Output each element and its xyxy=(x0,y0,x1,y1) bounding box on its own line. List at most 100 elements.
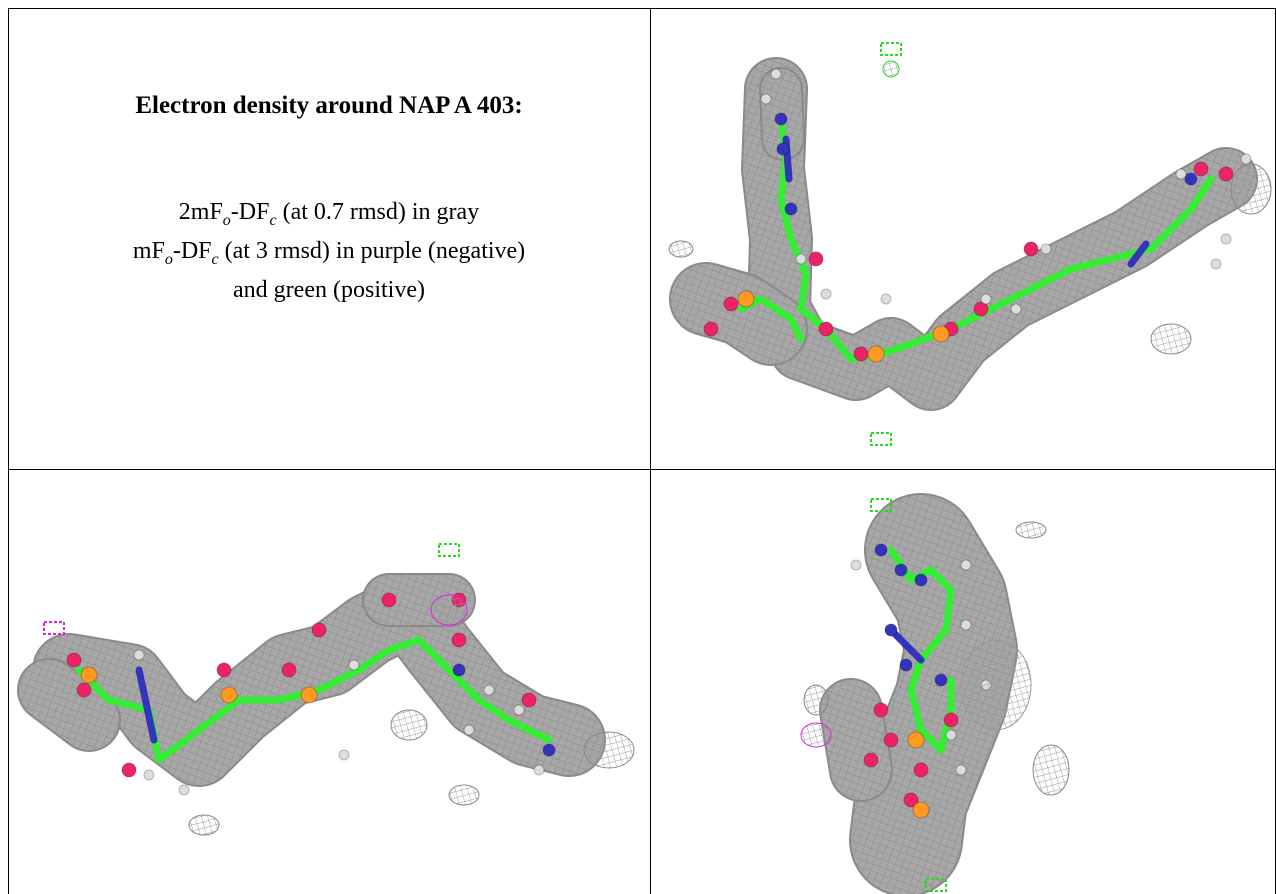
carbon-backbone xyxy=(777,115,1215,363)
hydrogen-atom xyxy=(850,559,862,571)
oxygen-atom xyxy=(381,592,397,608)
density-patch xyxy=(583,731,635,769)
density-envelope-left-mesh xyxy=(19,660,119,750)
nitrogen-atom xyxy=(784,202,798,216)
nitrogen-atom xyxy=(874,543,888,557)
hydrogen-atom xyxy=(1220,233,1232,245)
hydrogen-atom xyxy=(143,769,155,781)
caption-lines: 2mFo-DFc (at 0.7 rmsd) in gray mFo-DFc (… xyxy=(8,197,650,306)
nitrogen-atom xyxy=(452,663,466,677)
hydrogen-atom xyxy=(533,764,545,776)
hydrogen-atom xyxy=(960,619,972,631)
density-view-top-right xyxy=(651,9,1275,468)
oxygen-atom xyxy=(883,732,899,748)
caption-line-mfo: mFo-DFc (at 3 rmsd) in purple (negative) xyxy=(132,237,526,268)
oxygen-atom xyxy=(1193,161,1209,177)
oxygen-atom xyxy=(903,792,919,808)
hydrogen-atom xyxy=(980,293,992,305)
density-patch xyxy=(1032,744,1070,796)
hydrogen-atom xyxy=(348,659,360,671)
phosphorus-atom xyxy=(300,686,318,704)
hydrogen-atom xyxy=(513,704,525,716)
nitrogen-atom xyxy=(914,573,928,587)
caption-line-2mfo: 2mFo-DFc (at 0.7 rmsd) in gray xyxy=(178,199,480,229)
table-center-border xyxy=(650,8,651,894)
oxygen-atom xyxy=(818,321,834,337)
density-patch xyxy=(803,684,829,716)
oxygen-atom xyxy=(1218,166,1234,182)
hydrogen-atom xyxy=(795,253,807,265)
caption-line-colors: and green (positive) xyxy=(233,276,425,303)
oxygen-atom xyxy=(723,296,739,312)
hydrogen-atom xyxy=(1240,153,1252,165)
oxygen-atom xyxy=(703,321,719,337)
table-middle-border xyxy=(8,469,1276,470)
hydrogen-atom xyxy=(960,559,972,571)
density-patch xyxy=(188,814,220,836)
nitrogen-atom xyxy=(542,743,556,757)
positive-density-spot xyxy=(870,432,892,446)
oxygen-atom xyxy=(808,251,824,267)
negative-density-patch xyxy=(430,594,468,626)
nitrogen-atom xyxy=(776,142,790,156)
oxygen-atom xyxy=(451,632,467,648)
phosphorus-atom xyxy=(737,290,755,308)
oxygen-atom xyxy=(973,301,989,317)
hydrogen-atom xyxy=(820,288,832,300)
phosphorus-atom xyxy=(80,666,98,684)
density-patch xyxy=(1015,521,1047,539)
positive-density-spot xyxy=(870,498,892,512)
phosphorus-atom xyxy=(867,345,885,363)
hydrogen-atom xyxy=(945,729,957,741)
nitrogen-bond xyxy=(887,626,925,664)
density-patch xyxy=(448,784,480,806)
hydrogen-atom xyxy=(1210,258,1222,270)
phosphorus-atom xyxy=(932,325,950,343)
hydrogen-atom xyxy=(178,784,190,796)
hydrogen-atom xyxy=(1010,303,1022,315)
negative-density-patch xyxy=(800,722,832,748)
nitrogen-atom xyxy=(894,563,908,577)
hydrogen-atom xyxy=(770,68,782,80)
oxygen-atom xyxy=(281,662,297,678)
nitrogen-atom xyxy=(934,673,948,687)
density-patch xyxy=(668,240,694,258)
oxygen-atom xyxy=(853,346,869,362)
density-envelope-left-mesh xyxy=(821,680,891,800)
phosphorus-atom xyxy=(220,686,238,704)
oxygen-atom xyxy=(943,712,959,728)
table-left-border xyxy=(8,8,9,894)
caption-title: Electron density around NAP A 403: xyxy=(135,92,523,119)
oxygen-atom xyxy=(863,752,879,768)
oxygen-atom xyxy=(913,762,929,778)
hydrogen-atom xyxy=(760,93,772,105)
nitrogen-atom xyxy=(899,658,913,672)
oxygen-atom xyxy=(873,702,889,718)
nitrogen-atom xyxy=(1184,172,1198,186)
density-patch xyxy=(1150,323,1192,355)
hydrogen-atom xyxy=(955,764,967,776)
hydrogen-atom xyxy=(133,649,145,661)
hydrogen-atom xyxy=(483,684,495,696)
nitrogen-atom xyxy=(774,112,788,126)
oxygen-atom xyxy=(121,762,137,778)
oxygen-atom xyxy=(66,652,82,668)
hydrogen-atom xyxy=(1175,168,1187,180)
nitrogen-bond-2 xyxy=(1127,240,1150,268)
positive-density-spot xyxy=(438,543,460,557)
density-view-bottom-right xyxy=(651,470,1275,894)
positive-density-spot xyxy=(880,42,902,56)
oxygen-atom xyxy=(1023,241,1039,257)
oxygen-atom xyxy=(311,622,327,638)
phosphorus-atom xyxy=(907,731,925,749)
density-patch xyxy=(1230,163,1272,215)
negative-density-spot xyxy=(43,621,65,635)
hydrogen-atom xyxy=(338,749,350,761)
oxygen-atom xyxy=(216,662,232,678)
hydrogen-atom xyxy=(880,293,892,305)
density-view-bottom-left xyxy=(9,470,650,894)
oxygen-atom xyxy=(76,682,92,698)
table-top-border xyxy=(8,8,1276,9)
nitrogen-atom xyxy=(884,623,898,637)
